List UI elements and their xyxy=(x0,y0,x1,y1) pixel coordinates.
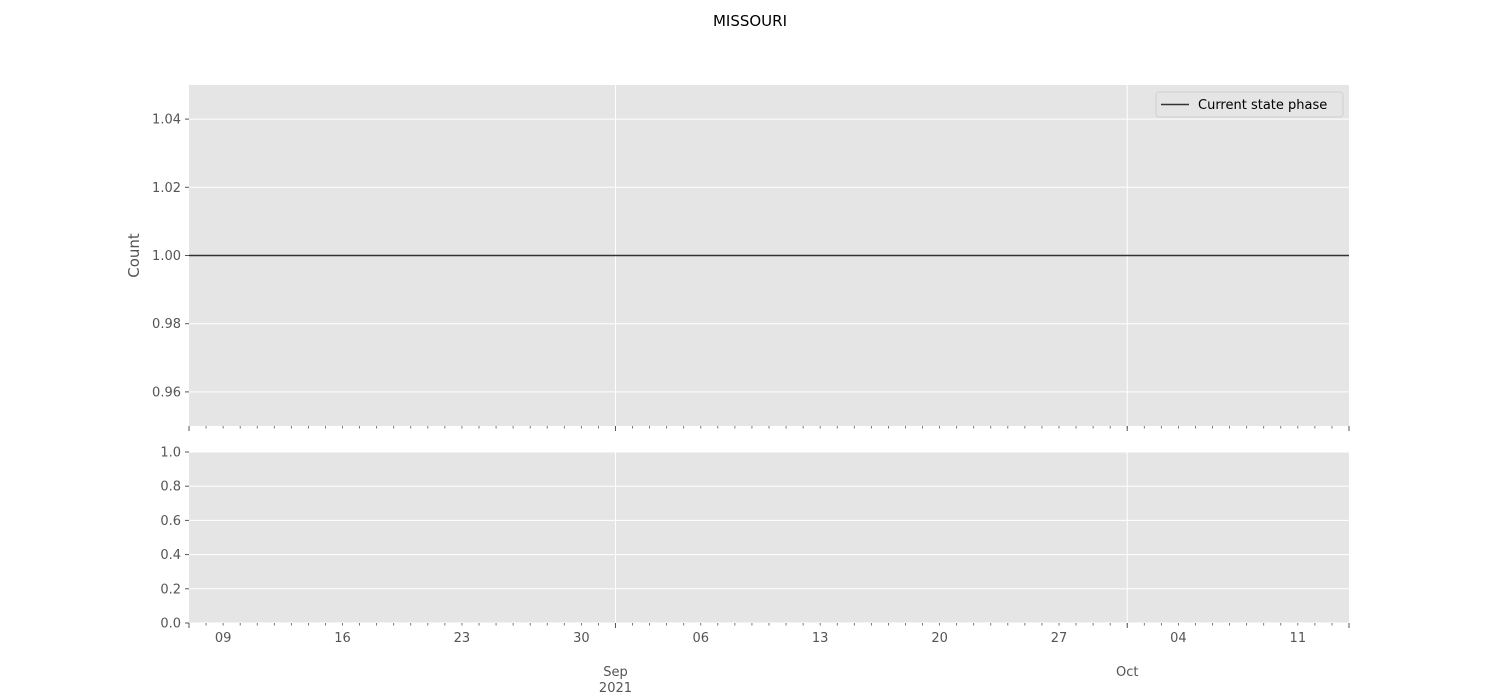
top-y-tick-label: 1.02 xyxy=(152,181,181,196)
legend-label: Current state phase xyxy=(1198,98,1327,113)
bottom-y-tick-label: 0.4 xyxy=(160,548,181,563)
legend-box xyxy=(1155,91,1344,118)
x-tick-label: 09 xyxy=(215,631,232,646)
chart-title: MISSOURI xyxy=(713,12,787,30)
bottom-y-tick-label: 1.0 xyxy=(160,446,181,461)
x-month-label: Oct xyxy=(1116,665,1138,680)
x-tick-label: 06 xyxy=(692,631,709,646)
x-year-label: 2021 xyxy=(599,681,632,696)
y-axis-label: Count xyxy=(125,233,143,278)
x-tick-label: 30 xyxy=(573,631,590,646)
top-y-tick-label: 1.00 xyxy=(152,249,181,264)
bottom-y-tick-label: 0.6 xyxy=(160,514,181,529)
x-tick-label: 11 xyxy=(1290,631,1307,646)
x-tick-label: 16 xyxy=(334,631,351,646)
x-tick-label: 20 xyxy=(931,631,948,646)
top-y-tick-label: 1.04 xyxy=(152,113,181,128)
bottom-y-tick-label: 0.2 xyxy=(160,582,181,597)
x-tick-label: 04 xyxy=(1170,631,1187,646)
x-month-label: Sep xyxy=(603,665,628,680)
top-y-tick-label: 0.96 xyxy=(152,385,181,400)
bottom-y-tick-label: 0.8 xyxy=(160,480,181,495)
x-tick-label: 23 xyxy=(454,631,471,646)
top-y-tick-label: 0.98 xyxy=(152,317,181,332)
bottom-axes-background xyxy=(189,452,1349,623)
x-tick-label: 13 xyxy=(812,631,829,646)
x-tick-label: 27 xyxy=(1051,631,1068,646)
bottom-y-tick-label: 0.0 xyxy=(160,617,181,632)
